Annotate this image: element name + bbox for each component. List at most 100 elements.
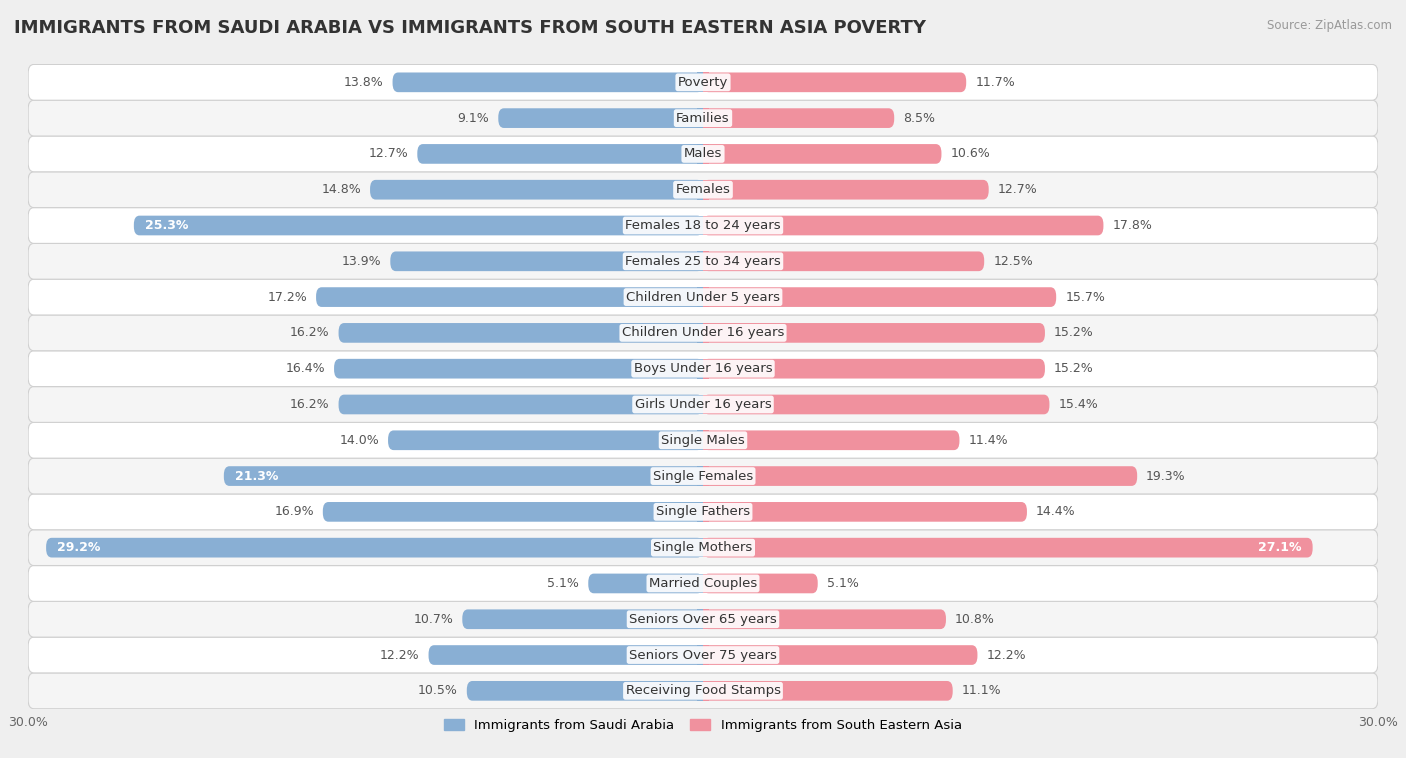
Text: 13.9%: 13.9%	[342, 255, 381, 268]
Text: Females 25 to 34 years: Females 25 to 34 years	[626, 255, 780, 268]
Text: Children Under 5 years: Children Under 5 years	[626, 290, 780, 304]
Text: 14.0%: 14.0%	[339, 434, 380, 446]
Text: Children Under 16 years: Children Under 16 years	[621, 327, 785, 340]
Text: 11.1%: 11.1%	[962, 684, 1001, 697]
FancyBboxPatch shape	[703, 681, 953, 700]
Text: 10.5%: 10.5%	[418, 684, 458, 697]
FancyBboxPatch shape	[28, 422, 1378, 458]
FancyBboxPatch shape	[703, 538, 1313, 557]
Text: 15.2%: 15.2%	[1054, 327, 1094, 340]
Text: 16.2%: 16.2%	[290, 327, 329, 340]
FancyBboxPatch shape	[463, 609, 703, 629]
Bar	[697, 609, 703, 629]
Bar	[697, 538, 703, 557]
FancyBboxPatch shape	[703, 180, 988, 199]
Text: 12.7%: 12.7%	[368, 147, 408, 161]
Bar	[697, 681, 703, 700]
Legend: Immigrants from Saudi Arabia, Immigrants from South Eastern Asia: Immigrants from Saudi Arabia, Immigrants…	[439, 714, 967, 738]
Bar	[703, 180, 709, 199]
FancyBboxPatch shape	[703, 252, 984, 271]
FancyBboxPatch shape	[703, 466, 1137, 486]
Text: Families: Families	[676, 111, 730, 124]
Bar	[703, 502, 709, 522]
Text: 16.9%: 16.9%	[274, 506, 314, 518]
Bar	[697, 466, 703, 486]
Bar	[703, 73, 709, 92]
FancyBboxPatch shape	[370, 180, 703, 199]
FancyBboxPatch shape	[703, 359, 1045, 378]
Text: Females: Females	[675, 183, 731, 196]
Bar	[697, 144, 703, 164]
Text: Single Females: Single Females	[652, 469, 754, 483]
FancyBboxPatch shape	[28, 458, 1378, 494]
Bar	[697, 323, 703, 343]
FancyBboxPatch shape	[467, 681, 703, 700]
Text: Married Couples: Married Couples	[650, 577, 756, 590]
Bar	[703, 609, 709, 629]
FancyBboxPatch shape	[703, 216, 1104, 235]
Text: 16.2%: 16.2%	[290, 398, 329, 411]
Text: 10.6%: 10.6%	[950, 147, 990, 161]
FancyBboxPatch shape	[28, 530, 1378, 565]
Text: 21.3%: 21.3%	[235, 469, 278, 483]
Text: 13.8%: 13.8%	[344, 76, 384, 89]
Text: Single Males: Single Males	[661, 434, 745, 446]
FancyBboxPatch shape	[703, 609, 946, 629]
FancyBboxPatch shape	[28, 637, 1378, 673]
Text: Boys Under 16 years: Boys Under 16 years	[634, 362, 772, 375]
FancyBboxPatch shape	[134, 216, 703, 235]
FancyBboxPatch shape	[28, 351, 1378, 387]
FancyBboxPatch shape	[28, 494, 1378, 530]
Text: Single Fathers: Single Fathers	[657, 506, 749, 518]
FancyBboxPatch shape	[28, 100, 1378, 136]
Bar	[703, 359, 709, 378]
Bar	[703, 538, 709, 557]
FancyBboxPatch shape	[703, 73, 966, 92]
Text: 5.1%: 5.1%	[827, 577, 859, 590]
Text: 11.7%: 11.7%	[976, 76, 1015, 89]
Text: Females 18 to 24 years: Females 18 to 24 years	[626, 219, 780, 232]
FancyBboxPatch shape	[703, 502, 1026, 522]
FancyBboxPatch shape	[703, 431, 959, 450]
Text: Single Mothers: Single Mothers	[654, 541, 752, 554]
FancyBboxPatch shape	[28, 64, 1378, 100]
FancyBboxPatch shape	[28, 565, 1378, 601]
Text: Receiving Food Stamps: Receiving Food Stamps	[626, 684, 780, 697]
FancyBboxPatch shape	[703, 395, 1049, 415]
Text: 15.7%: 15.7%	[1066, 290, 1105, 304]
Text: Seniors Over 65 years: Seniors Over 65 years	[628, 612, 778, 626]
FancyBboxPatch shape	[588, 574, 703, 594]
FancyBboxPatch shape	[28, 673, 1378, 709]
FancyBboxPatch shape	[388, 431, 703, 450]
Text: 12.2%: 12.2%	[987, 649, 1026, 662]
Bar	[703, 252, 709, 271]
Bar	[697, 574, 703, 594]
FancyBboxPatch shape	[28, 208, 1378, 243]
Text: 12.7%: 12.7%	[998, 183, 1038, 196]
Bar	[703, 681, 709, 700]
Text: Girls Under 16 years: Girls Under 16 years	[634, 398, 772, 411]
Bar	[697, 645, 703, 665]
FancyBboxPatch shape	[28, 136, 1378, 172]
FancyBboxPatch shape	[316, 287, 703, 307]
Text: IMMIGRANTS FROM SAUDI ARABIA VS IMMIGRANTS FROM SOUTH EASTERN ASIA POVERTY: IMMIGRANTS FROM SAUDI ARABIA VS IMMIGRAN…	[14, 19, 927, 37]
Bar	[697, 180, 703, 199]
Bar	[697, 395, 703, 415]
Text: 10.8%: 10.8%	[955, 612, 995, 626]
Text: 15.2%: 15.2%	[1054, 362, 1094, 375]
FancyBboxPatch shape	[46, 538, 703, 557]
FancyBboxPatch shape	[703, 144, 942, 164]
Text: 14.4%: 14.4%	[1036, 506, 1076, 518]
Bar	[703, 323, 709, 343]
Text: 29.2%: 29.2%	[58, 541, 101, 554]
FancyBboxPatch shape	[498, 108, 703, 128]
Text: 25.3%: 25.3%	[145, 219, 188, 232]
Bar	[703, 287, 709, 307]
Bar	[697, 73, 703, 92]
Text: Males: Males	[683, 147, 723, 161]
Bar	[697, 252, 703, 271]
FancyBboxPatch shape	[703, 645, 977, 665]
FancyBboxPatch shape	[418, 144, 703, 164]
Text: 19.3%: 19.3%	[1146, 469, 1185, 483]
Bar	[697, 287, 703, 307]
